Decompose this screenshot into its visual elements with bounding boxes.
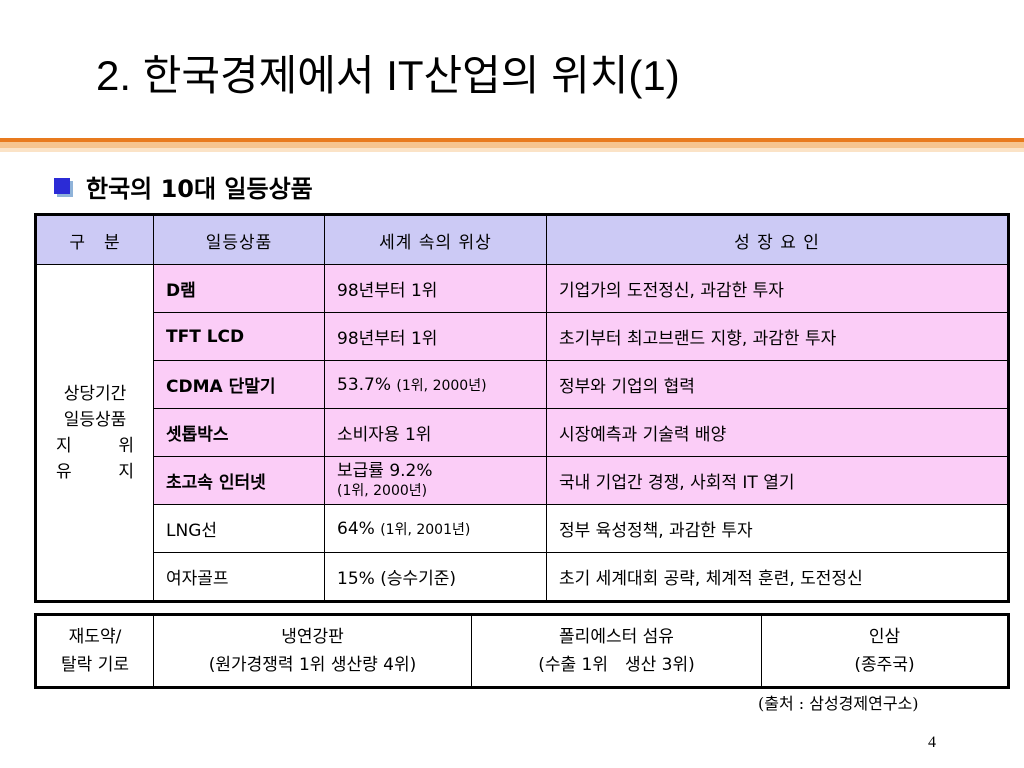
table-row: 재도약/ 탈락 기로 냉연강판 (원가경쟁력 1위 생산량 4위) 폴리에스터 …	[35, 614, 1009, 688]
crossroads-item-name: 폴리에스터 섬유	[559, 627, 674, 647]
category-line: 상당기간	[63, 383, 127, 404]
table-row: TFT LCD 98년부터 1위 초기부터 최고브랜드 지향, 과감한 투자	[36, 312, 1009, 361]
category-char: 유	[56, 461, 72, 482]
status-note: (1위, 2000년)	[396, 377, 487, 394]
product-cell: CDMA 단말기	[153, 360, 325, 409]
table-row: LNG선 64% (1위, 2001년) 정부 육성정책, 과감한 투자	[36, 504, 1009, 553]
title-divider	[0, 138, 1024, 142]
category-char: 위	[118, 435, 134, 456]
table-row: CDMA 단말기 53.7% (1위, 2000년) 정부와 기업의 협력	[36, 360, 1009, 409]
status-cell: 98년부터 1위	[324, 264, 547, 313]
crossroads-table: 재도약/ 탈락 기로 냉연강판 (원가경쟁력 1위 생산량 4위) 폴리에스터 …	[34, 613, 1010, 689]
status-main: 보급률 9.2%	[337, 460, 433, 481]
factor-cell: 초기 세계대회 공략, 체계적 훈련, 도전정신	[546, 552, 1009, 602]
status-cell: 소비자용 1위	[324, 408, 547, 457]
status-note: (1위, 2001년)	[380, 521, 471, 538]
category-char: 지	[56, 435, 72, 456]
crossroads-item-note: (종주국)	[854, 655, 915, 675]
category-line: 유 지	[56, 459, 134, 485]
category-cell: 상당기간 일등상품 지 위 유 지	[35, 264, 154, 602]
crossroads-label: 재도약/	[68, 627, 122, 647]
factor-cell: 정부와 기업의 협력	[546, 360, 1009, 409]
crossroads-item-note: (수출 1위 생산 3위)	[538, 655, 695, 675]
status-cell: 98년부터 1위	[324, 312, 547, 361]
product-cell: LNG선	[153, 504, 325, 553]
product-cell: 셋톱박스	[153, 408, 325, 457]
category-line: 일등상품	[63, 409, 127, 430]
crossroads-item-name: 인삼	[868, 627, 901, 647]
status-cell: 15% (승수기준)	[324, 552, 547, 602]
crossroads-item-name: 냉연강판	[281, 627, 344, 647]
factor-cell: 정부 육성정책, 과감한 투자	[546, 504, 1009, 553]
status-main: 53.7%	[337, 374, 397, 395]
factor-cell: 기업가의 도전정신, 과감한 투자	[546, 264, 1009, 313]
status-note: (1위, 2000년)	[337, 482, 428, 499]
title-divider-shade	[0, 142, 1024, 148]
status-main: 64%	[337, 518, 381, 539]
subtitle: 한국의 10대 일등상품	[86, 174, 313, 203]
page-number: 4	[928, 734, 936, 751]
product-cell: D램	[153, 264, 325, 313]
table-header-row: 구 분 일등상품 세계 속의 위상 성 장 요 인	[35, 214, 1009, 265]
crossroads-item-cell: 냉연강판 (원가경쟁력 1위 생산량 4위)	[153, 614, 472, 688]
table-row: 상당기간 일등상품 지 위 유 지 D램 98년부터 1위 기업가의 도전정신,…	[35, 264, 1009, 602]
source-note: (출처 : 삼성경제연구소)	[758, 694, 919, 713]
top-products-table: 구 분 일등상품 세계 속의 위상 성 장 요 인 상당기간 일등상품 지 위 …	[34, 213, 1010, 603]
status-cell: 보급률 9.2% (1위, 2000년)	[324, 456, 547, 505]
category-line: 지 위	[56, 433, 134, 459]
category-char: 지	[118, 461, 134, 482]
page-title: 2. 한국경제에서 IT산업의 위치(1)	[96, 52, 680, 99]
table-row: 초고속 인터넷 보급률 9.2% (1위, 2000년) 국내 기업간 경쟁, 사…	[36, 456, 1009, 505]
factor-cell: 초기부터 최고브랜드 지향, 과감한 투자	[546, 312, 1009, 361]
table-row: 여자골프 15% (승수기준) 초기 세계대회 공략, 체계적 훈련, 도전정신	[36, 552, 1009, 602]
header-category: 구 분	[35, 214, 154, 265]
table-row: 셋톱박스 소비자용 1위 시장예측과 기술력 배양	[36, 408, 1009, 457]
crossroads-item-cell: 인삼 (종주국)	[761, 614, 1009, 688]
square-bullet-icon	[54, 178, 70, 194]
subtitle-row: 한국의 10대 일등상품	[54, 166, 313, 206]
title-divider-fade	[0, 148, 1024, 152]
crossroads-label: 탈락 기로	[61, 655, 129, 675]
product-cell: TFT LCD	[153, 312, 325, 361]
crossroads-label-cell: 재도약/ 탈락 기로	[35, 614, 154, 688]
status-cell: 53.7% (1위, 2000년)	[324, 360, 547, 409]
crossroads-item-note: (원가경쟁력 1위 생산량 4위)	[208, 655, 417, 675]
product-cell: 초고속 인터넷	[153, 456, 325, 505]
product-cell: 여자골프	[153, 552, 325, 602]
factor-cell: 시장예측과 기술력 배양	[546, 408, 1009, 457]
header-status: 세계 속의 위상	[324, 214, 547, 265]
header-product: 일등상품	[153, 214, 325, 265]
status-cell: 64% (1위, 2001년)	[324, 504, 547, 553]
header-factor: 성 장 요 인	[546, 214, 1009, 265]
factor-cell: 국내 기업간 경쟁, 사회적 IT 열기	[546, 456, 1009, 505]
crossroads-item-cell: 폴리에스터 섬유 (수출 1위 생산 3위)	[471, 614, 762, 688]
